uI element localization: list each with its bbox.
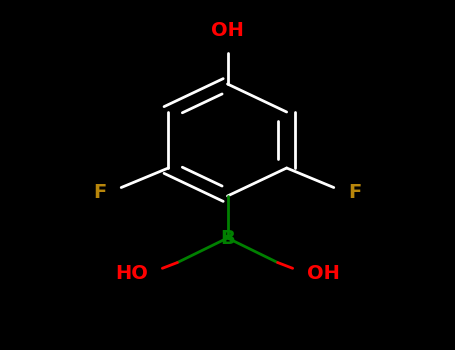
Text: HO: HO — [115, 264, 148, 283]
Text: OH: OH — [211, 21, 244, 40]
Text: B: B — [220, 229, 235, 248]
Text: F: F — [94, 183, 107, 202]
Text: F: F — [348, 183, 361, 202]
Text: OH: OH — [307, 264, 340, 283]
